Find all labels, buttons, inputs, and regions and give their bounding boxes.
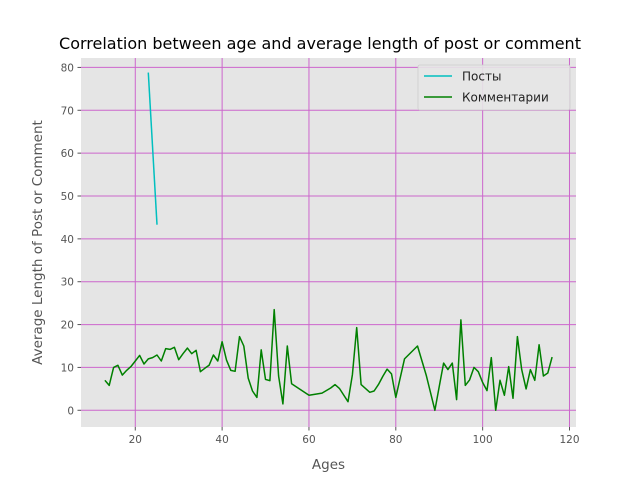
x-tick-label: 120 — [559, 434, 579, 446]
y-tick-label: 80 — [61, 62, 74, 74]
x-tick-label: 20 — [129, 434, 142, 446]
x-tick-label: 100 — [473, 434, 493, 446]
y-tick-label: 10 — [61, 362, 74, 374]
x-tick-label: 40 — [215, 434, 228, 446]
y-axis-label: Average Length of Post or Comment — [30, 120, 46, 365]
y-tick-label: 20 — [61, 320, 74, 332]
legend-frame — [417, 64, 571, 111]
x-tick-label: 60 — [302, 434, 315, 446]
legend-label: Посты — [462, 70, 501, 84]
series-line-2 — [104, 308, 553, 412]
axis-ticks: 20 40 60 80 100 120 0 10 20 30 40 50 60 70 80 — [61, 62, 580, 446]
x-tick-label: 80 — [389, 434, 402, 446]
x-axis-label: Ages — [312, 457, 345, 473]
plot-area — [81, 58, 576, 427]
y-tick-label: 70 — [61, 105, 74, 117]
y-tick-label: 30 — [61, 277, 74, 289]
y-tick-label: 40 — [61, 234, 74, 246]
series-layer — [104, 72, 553, 412]
y-tick-label: 0 — [67, 405, 74, 417]
series-line-1 — [147, 72, 158, 225]
y-tick-label: 50 — [61, 191, 74, 203]
y-tick-label: 60 — [61, 148, 74, 160]
legend-label: Комментарии — [462, 91, 549, 105]
chart-title: Correlation between age and average leng… — [59, 34, 581, 53]
legend: Посты Комментарии — [417, 64, 571, 111]
